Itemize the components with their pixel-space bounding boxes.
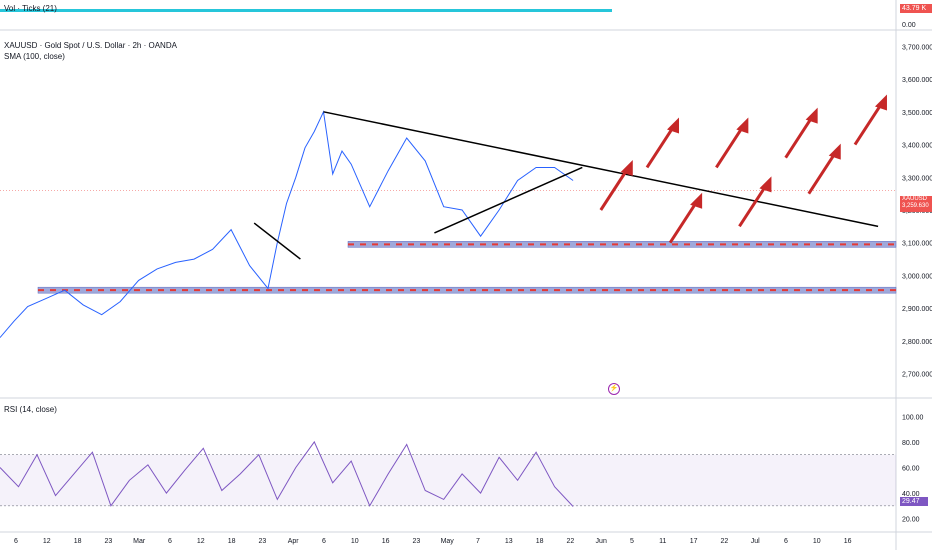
projection-arrow	[807, 152, 837, 195]
projection-arrow	[784, 116, 813, 159]
time-tick-label: Jun	[596, 538, 607, 545]
time-tick-label: 22	[567, 538, 575, 545]
projection-arrowhead	[828, 143, 841, 160]
rsi-tick-label: 20.00	[902, 517, 920, 524]
time-tick-label: 16	[844, 538, 852, 545]
time-tick-label: 17	[690, 538, 698, 545]
time-tick-label: 6	[322, 538, 326, 545]
time-tick-label: 16	[382, 538, 390, 545]
price-tag: XAUUSD 3,259.630	[900, 196, 932, 212]
lightning-icon[interactable]: ⚡	[608, 383, 620, 395]
time-tick-label: 10	[351, 538, 359, 545]
price-tick-label: 3,300.000	[902, 175, 932, 182]
rsi-band	[0, 454, 896, 506]
symbol-title[interactable]: XAUUSD · Gold Spot / U.S. Dollar · 2h · …	[4, 41, 177, 50]
volume-value-tag: 43.79 K	[900, 4, 932, 13]
time-tick-label: 11	[659, 538, 666, 545]
time-tick-label: 23	[105, 538, 113, 545]
trendline	[434, 166, 583, 234]
projection-arrow	[668, 201, 698, 244]
price-tick-label: 3,700.000	[902, 44, 932, 51]
projection-arrowhead	[874, 94, 887, 111]
projection-arrow	[599, 169, 629, 211]
support-zone	[347, 241, 897, 248]
trendline	[253, 222, 301, 260]
support-zone	[37, 286, 897, 294]
time-tick-label: 6	[168, 538, 172, 545]
time-tick-label: 23	[259, 538, 267, 545]
price-tick-label: 3,500.000	[902, 110, 932, 117]
time-tick-label: 18	[74, 538, 82, 545]
projection-arrowhead	[736, 117, 749, 134]
rsi-series-line	[0, 440, 574, 507]
projection-arrowhead	[805, 107, 818, 124]
time-tick-label: Jul	[751, 538, 760, 545]
price-tick-label: 3,000.000	[902, 273, 932, 280]
time-tick-label: 6	[784, 538, 788, 545]
rsi-tick-label: 80.00	[902, 440, 920, 447]
time-tick-label: Mar	[133, 538, 146, 545]
time-tick-label: 22	[721, 538, 729, 545]
projection-arrow	[853, 103, 883, 146]
projection-arrowhead	[620, 160, 633, 176]
rsi-value-tag: 29.47	[900, 497, 928, 506]
price-symbol: XAUUSD	[902, 196, 928, 202]
time-tick-label: 18	[536, 538, 544, 545]
price-value: 3,259.630	[902, 203, 929, 209]
projection-arrowhead	[667, 117, 680, 134]
rsi-tick-label: 40.00	[902, 491, 920, 498]
time-tick-label: 10	[813, 538, 821, 545]
volume-legend[interactable]: Vol · Ticks (21)	[4, 4, 57, 13]
price-tick-label: 3,600.000	[902, 77, 932, 84]
volume-tick-label: 0.00	[902, 22, 916, 29]
time-tick-label: 23	[413, 538, 421, 545]
time-tick-label: 18	[228, 538, 236, 545]
time-tick-label: 12	[43, 538, 51, 545]
time-tick-label: 6	[14, 538, 18, 545]
time-tick-label: 12	[197, 538, 205, 545]
projection-arrow	[715, 126, 744, 169]
price-tick-label: 2,800.000	[902, 339, 932, 346]
projection-arrow	[645, 126, 675, 169]
time-tick-label: 5	[630, 538, 634, 545]
projection-arrowhead	[690, 192, 703, 209]
sma-legend[interactable]: SMA (100, close)	[4, 52, 65, 61]
time-tick-label: 13	[505, 538, 513, 545]
trendline	[323, 111, 879, 228]
time-tick-label: 7	[476, 538, 480, 545]
rsi-tick-label: 60.00	[902, 466, 920, 473]
price-tick-label: 3,100.000	[902, 241, 932, 248]
projection-arrow	[738, 185, 767, 228]
time-tick-label: Apr	[288, 538, 300, 545]
price-tick-label: 2,900.000	[902, 306, 932, 313]
projection-arrowhead	[759, 176, 772, 193]
volume-bars	[0, 9, 612, 12]
rsi-legend[interactable]: RSI (14, close)	[4, 405, 57, 414]
price-tick-label: 2,700.000	[902, 372, 932, 379]
rsi-tick-label: 100.00	[902, 414, 924, 421]
time-tick-label: May	[441, 538, 455, 545]
price-tick-label: 3,400.000	[902, 143, 932, 150]
price-series-line	[0, 110, 574, 338]
